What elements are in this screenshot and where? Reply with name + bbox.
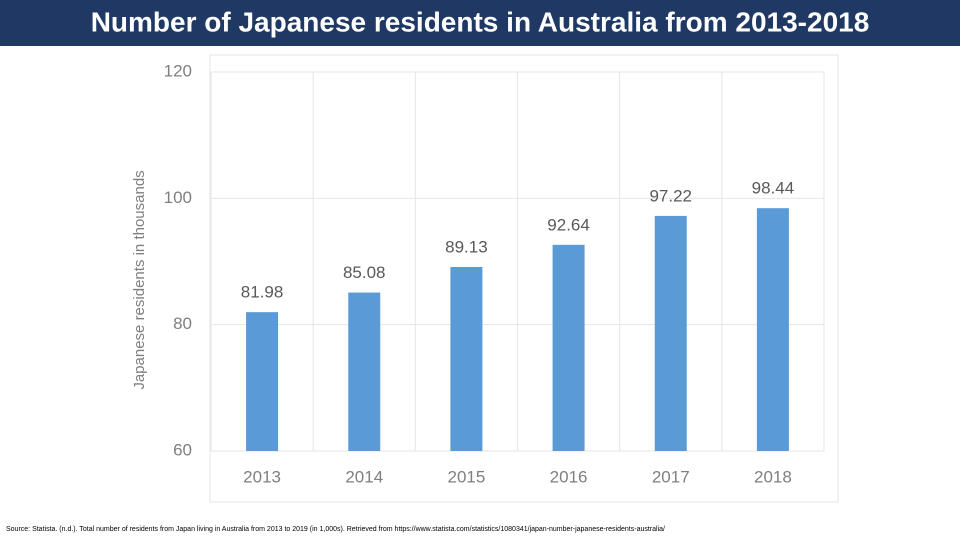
x-tick-label: 2015	[448, 467, 486, 486]
bar	[348, 292, 381, 451]
y-tick-label: 120	[164, 61, 192, 80]
x-tick-label: 2014	[345, 467, 383, 486]
y-axis-label: Japanese residents in thousands	[131, 170, 148, 389]
source-note: Source: Statista. (n.d.). Total number o…	[6, 526, 665, 533]
bar	[552, 244, 585, 451]
title-bar	[0, 0, 960, 46]
value-label: 89.13	[445, 237, 488, 256]
plot-panel	[209, 54, 839, 503]
value-label: 85.08	[343, 263, 386, 282]
x-tick-label: 2018	[754, 467, 792, 486]
bar	[246, 312, 279, 451]
bar	[756, 208, 789, 451]
x-tick-label: 2016	[550, 467, 588, 486]
y-tick-label: 80	[173, 314, 192, 333]
y-tick-label: 100	[164, 188, 192, 207]
value-label: 98.44	[752, 179, 795, 198]
bar	[450, 266, 483, 451]
x-tick-label: 2013	[243, 467, 281, 486]
bar	[654, 215, 687, 451]
x-tick-label: 2017	[652, 467, 690, 486]
value-label: 97.22	[649, 186, 692, 205]
chart-title: Number of Japanese residents in Australi…	[91, 6, 870, 37]
value-label: 92.64	[547, 215, 590, 234]
value-label: 81.98	[241, 283, 284, 302]
y-tick-label: 60	[173, 440, 192, 459]
